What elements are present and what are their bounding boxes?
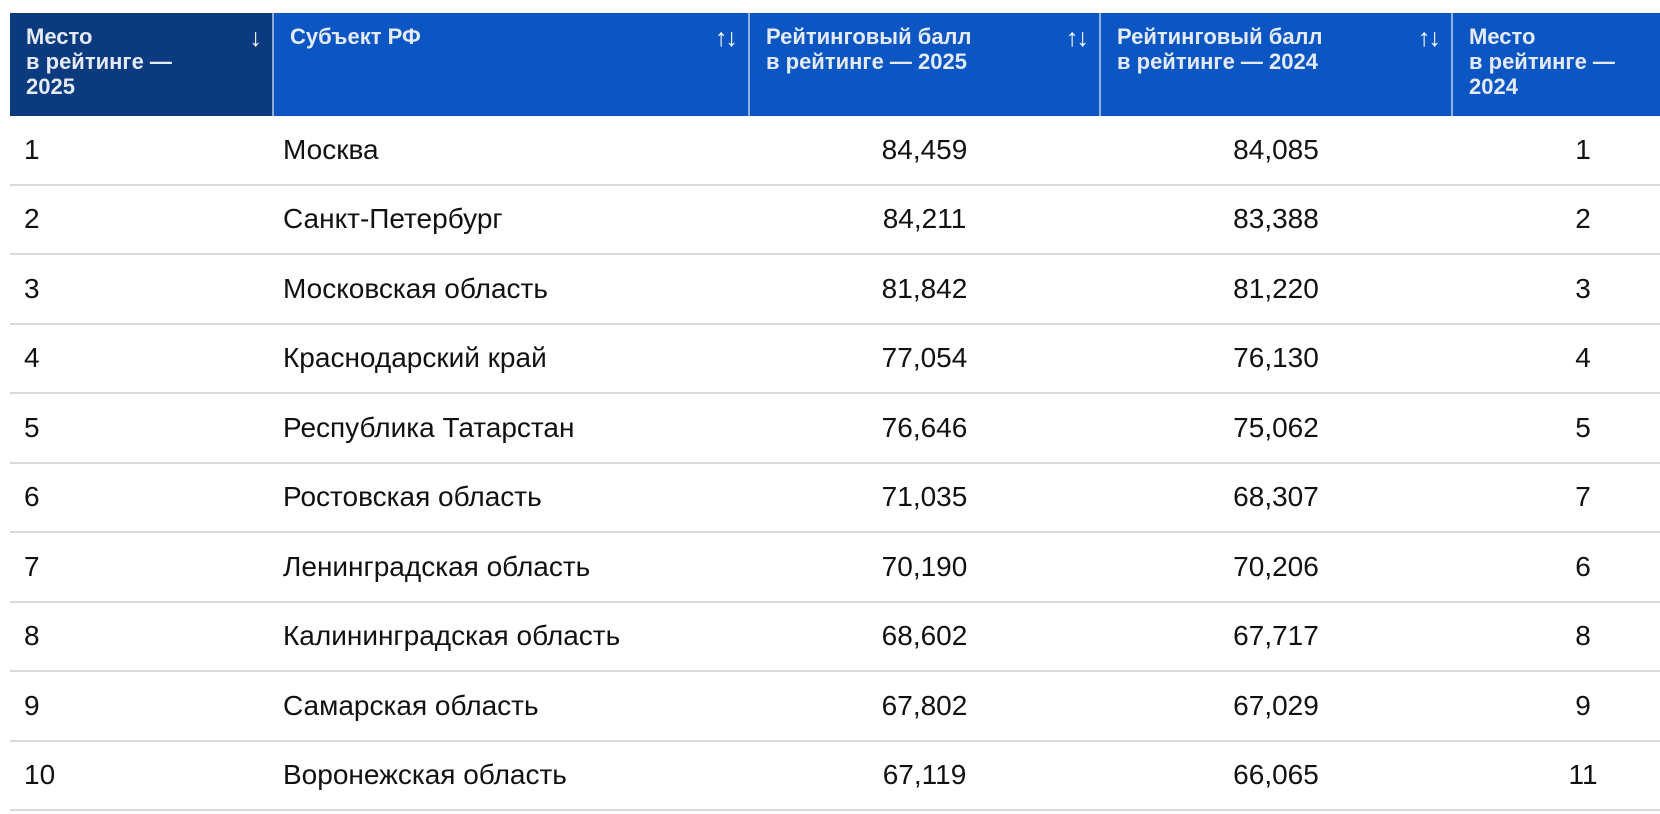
cell-region: Калининградская область xyxy=(273,601,749,672)
header-score-2024[interactable]: Рейтинговый балл в рейтинге — 2024 ↑↓ xyxy=(1099,13,1452,116)
cell-region: Краснодарский край xyxy=(273,323,749,394)
cell-region: Санкт-Петербург xyxy=(273,184,749,255)
cell-region: Самарская область xyxy=(273,671,749,742)
cell-score-2025: 67,119 xyxy=(749,740,1100,811)
table-row: 4 Краснодарский край 77,054 76,130 4 xyxy=(10,323,1660,394)
cell-place-2025: 5 xyxy=(10,393,273,464)
cell-place-2024: 1 xyxy=(1452,116,1660,186)
cell-place-2024: 3 xyxy=(1452,254,1660,325)
cell-place-2025: 1 xyxy=(10,116,273,186)
header-place-2024-label: Место в рейтинге — 2024 xyxy=(1469,24,1615,99)
table-row: 6 Ростовская область 71,035 68,307 7 xyxy=(10,462,1660,533)
cell-score-2025: 71,035 xyxy=(749,462,1100,533)
cell-place-2025: 9 xyxy=(10,671,273,742)
table-row: 7 Ленинградская область 70,190 70,206 6 xyxy=(10,532,1660,603)
cell-score-2025: 84,459 xyxy=(749,116,1100,186)
cell-place-2025: 10 xyxy=(10,740,273,811)
sort-descending-icon[interactable]: ↓ xyxy=(249,24,262,52)
cell-score-2024: 83,388 xyxy=(1100,184,1452,255)
cell-score-2024: 67,717 xyxy=(1100,601,1452,672)
cell-score-2025: 70,190 xyxy=(749,532,1100,603)
cell-score-2025: 67,802 xyxy=(749,671,1100,742)
header-score-2024-label: Рейтинговый балл в рейтинге — 2024 xyxy=(1117,24,1323,74)
cell-score-2024: 76,130 xyxy=(1100,323,1452,394)
table-row: 10 Воронежская область 67,119 66,065 11 xyxy=(10,740,1660,811)
cell-region: Московская область xyxy=(273,254,749,325)
cell-place-2024: 5 xyxy=(1452,393,1660,464)
cell-place-2024: 6 xyxy=(1452,532,1660,603)
sort-both-icon[interactable]: ↑↓ xyxy=(1066,24,1089,52)
sort-both-icon[interactable]: ↑↓ xyxy=(715,24,738,52)
cell-place-2024: 8 xyxy=(1452,601,1660,672)
cell-score-2024: 75,062 xyxy=(1100,393,1452,464)
cell-place-2024: 2 xyxy=(1452,184,1660,255)
cell-place-2024: 4 xyxy=(1452,323,1660,394)
table-row: 1 Москва 84,459 84,085 1 xyxy=(10,116,1660,186)
cell-score-2024: 84,085 xyxy=(1100,116,1452,186)
cell-score-2024: 68,307 xyxy=(1100,462,1452,533)
table-row: 9 Самарская область 67,802 67,029 9 xyxy=(10,671,1660,742)
cell-score-2025: 68,602 xyxy=(749,601,1100,672)
cell-place-2025: 7 xyxy=(10,532,273,603)
cell-place-2025: 4 xyxy=(10,323,273,394)
cell-region: Республика Татарстан xyxy=(273,393,749,464)
cell-score-2025: 81,842 xyxy=(749,254,1100,325)
cell-region: Ленинградская область xyxy=(273,532,749,603)
cell-place-2024: 7 xyxy=(1452,462,1660,533)
cell-score-2025: 76,646 xyxy=(749,393,1100,464)
header-row: Место в рейтинге — 2025 ↓ Субъект РФ ↑↓ … xyxy=(10,13,1660,116)
table-row: 8 Калининградская область 68,602 67,717 … xyxy=(10,601,1660,672)
cell-place-2025: 8 xyxy=(10,601,273,672)
cell-place-2025: 2 xyxy=(10,184,273,255)
header-place-2025[interactable]: Место в рейтинге — 2025 ↓ xyxy=(10,13,273,116)
cell-place-2024: 11 xyxy=(1452,740,1660,811)
table-row: 2 Санкт-Петербург 84,211 83,388 2 xyxy=(10,184,1660,255)
header-place-2025-label: Место в рейтинге — 2025 xyxy=(26,24,172,99)
cell-region: Москва xyxy=(273,116,749,186)
sort-both-icon[interactable]: ↑↓ xyxy=(1418,24,1441,52)
table-row: 5 Республика Татарстан 76,646 75,062 5 xyxy=(10,393,1660,464)
cell-score-2024: 67,029 xyxy=(1100,671,1452,742)
cell-score-2024: 81,220 xyxy=(1100,254,1452,325)
cell-region: Воронежская область xyxy=(273,740,749,811)
cell-place-2024: 9 xyxy=(1452,671,1660,742)
cell-score-2024: 70,206 xyxy=(1100,532,1452,603)
header-region-label: Субъект РФ xyxy=(290,24,421,49)
cell-place-2025: 6 xyxy=(10,462,273,533)
header-place-2024[interactable]: Место в рейтинге — 2024 xyxy=(1451,13,1660,116)
cell-score-2024: 66,065 xyxy=(1100,740,1452,811)
table-row: 3 Московская область 81,842 81,220 3 xyxy=(10,254,1660,325)
cell-score-2025: 77,054 xyxy=(749,323,1100,394)
cell-score-2025: 84,211 xyxy=(749,184,1100,255)
rating-table: Место в рейтинге — 2025 ↓ Субъект РФ ↑↓ … xyxy=(10,13,1660,811)
cell-place-2025: 3 xyxy=(10,254,273,325)
header-score-2025-label: Рейтинговый балл в рейтинге — 2025 xyxy=(766,24,972,74)
header-score-2025[interactable]: Рейтинговый балл в рейтинге — 2025 ↑↓ xyxy=(748,13,1100,116)
header-region[interactable]: Субъект РФ ↑↓ xyxy=(272,13,749,116)
cell-region: Ростовская область xyxy=(273,462,749,533)
